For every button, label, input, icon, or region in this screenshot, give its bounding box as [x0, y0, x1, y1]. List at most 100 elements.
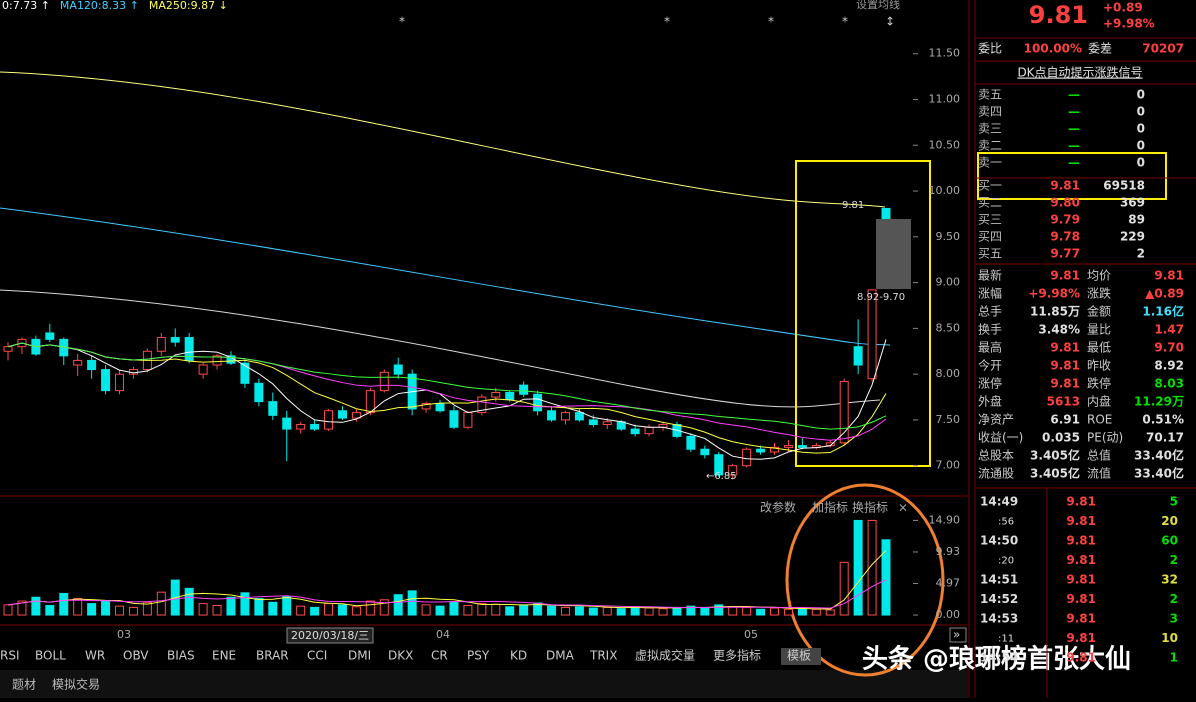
volume-bar: [212, 605, 222, 616]
bottom-tab[interactable]: 题材: [12, 678, 36, 692]
y-tick-label: 11.50: [929, 47, 961, 60]
volume-ma-line: [7, 579, 887, 609]
tab[interactable]: TRIX: [589, 649, 617, 663]
book-volume: 369: [1120, 196, 1145, 210]
tab[interactable]: CR: [431, 649, 448, 663]
candle-body: [198, 364, 208, 375]
gap-box: [876, 219, 911, 289]
value: 100.00%: [1024, 42, 1082, 56]
volume-bar: [268, 601, 278, 616]
stat-label: ROE: [1087, 413, 1112, 427]
y-tick-label: 7.50: [936, 413, 961, 426]
tab[interactable]: WR: [85, 649, 105, 663]
y-tick-label: 10.50: [929, 138, 961, 151]
stat-label: 外盘: [978, 394, 1002, 409]
volume-bar: [783, 608, 793, 616]
volume-bar: [602, 606, 612, 616]
candle-body: [881, 207, 891, 220]
y-tick-label: 14.90: [929, 513, 961, 526]
annotation: 9.81: [842, 200, 864, 211]
volume-bar: [756, 608, 766, 616]
tab[interactable]: DMI: [348, 649, 371, 663]
candle-body: [296, 424, 306, 430]
indicator-button[interactable]: 加指标: [812, 500, 848, 515]
stat-value: 9.70: [1154, 341, 1184, 355]
tab[interactable]: DKX: [388, 649, 413, 663]
candle-body: [574, 412, 584, 421]
trade-price: 9.81: [1066, 631, 1096, 645]
stat-value: 9.81: [1050, 269, 1080, 283]
scroll-button[interactable]: [949, 627, 967, 643]
bottom-tab[interactable]: 模拟交易: [52, 677, 100, 692]
trade-time: :20: [998, 556, 1014, 567]
volume-bar: [379, 599, 389, 616]
tab[interactable]: KD: [510, 649, 527, 663]
indicator-button[interactable]: 改参数: [760, 500, 796, 515]
trade-time: :56: [998, 517, 1014, 528]
scroll-icon[interactable]: »: [953, 628, 960, 642]
candle-body: [365, 390, 375, 414]
tab[interactable]: BRAR: [256, 649, 289, 663]
candle-body: [630, 428, 640, 435]
stat-value: 33.40亿: [1134, 448, 1184, 463]
indicator-button[interactable]: 换指标: [852, 500, 888, 515]
annotation: 8.92-9.70: [857, 292, 905, 303]
stat-label: 收益(一): [978, 431, 1023, 445]
tab[interactable]: PSY: [467, 649, 490, 663]
tab[interactable]: 更多指标: [713, 648, 761, 663]
star: *: [842, 15, 848, 29]
ma-label: MA120:8.33 ↑: [60, 0, 139, 12]
volume-bar: [867, 519, 877, 616]
book-volume: 0: [1137, 139, 1145, 153]
volume-bar: [839, 561, 849, 616]
tab[interactable]: RSI: [0, 649, 20, 663]
x-tick-label: 03: [117, 628, 131, 641]
stat-value: 3.405亿: [1030, 466, 1080, 481]
volume-ma-line: [7, 550, 887, 610]
volume-bar: [853, 519, 863, 616]
tab[interactable]: DMA: [546, 649, 575, 663]
candle-body: [3, 346, 13, 352]
volume-bar: [658, 608, 668, 616]
tab[interactable]: 虚拟成交量: [635, 648, 695, 663]
book-volume: 229: [1120, 230, 1145, 244]
trade-volume: 2: [1170, 592, 1178, 606]
candle-body: [435, 402, 445, 412]
highlight-circle: [785, 483, 945, 677]
trade-volume: 20: [1161, 514, 1178, 528]
stat-label: 今开: [978, 358, 1002, 373]
stat-label: 内盘: [1087, 394, 1111, 409]
volume-bar: [324, 603, 334, 616]
volume-bar: [31, 596, 41, 616]
tab[interactable]: OBV: [123, 649, 149, 663]
volume-bar: [881, 539, 891, 616]
book-price: 9.77: [1050, 247, 1080, 261]
ma-label: 0:7.73 ↑: [2, 0, 50, 12]
volume-bar: [351, 606, 361, 616]
volume-bar: [686, 605, 696, 616]
tab[interactable]: CCI: [307, 649, 327, 663]
volume-bar: [463, 605, 473, 616]
settings-button[interactable]: 设置均线: [856, 0, 900, 11]
label: 委比: [978, 42, 1002, 56]
tab[interactable]: ENE: [212, 649, 236, 663]
stat-value: 9.81: [1050, 341, 1080, 355]
tab[interactable]: 模板: [787, 649, 811, 663]
y-tick-label: 0.00: [936, 608, 961, 621]
tab[interactable]: BOLL: [35, 649, 66, 663]
candle-body: [547, 410, 557, 421]
book-label: 卖五: [978, 88, 1002, 102]
y-tick-label: 4.97: [936, 576, 961, 589]
indicator-button[interactable]: ×: [898, 501, 908, 515]
stat-value: 11.29万: [1134, 395, 1184, 409]
stat-label: 总值: [1087, 448, 1111, 463]
ma120-line: [0, 207, 891, 346]
stat-value: ▲0.89: [1145, 287, 1184, 301]
tab[interactable]: BIAS: [167, 649, 195, 663]
signal-link[interactable]: DK点自动提示涨跌信号: [1017, 65, 1142, 80]
volume-bar: [101, 600, 111, 616]
trade-price: 9.81: [1066, 495, 1096, 509]
stat-value: 11.85万: [1030, 305, 1080, 319]
trade-volume: 3: [1170, 612, 1178, 626]
candle-body: [505, 391, 515, 401]
